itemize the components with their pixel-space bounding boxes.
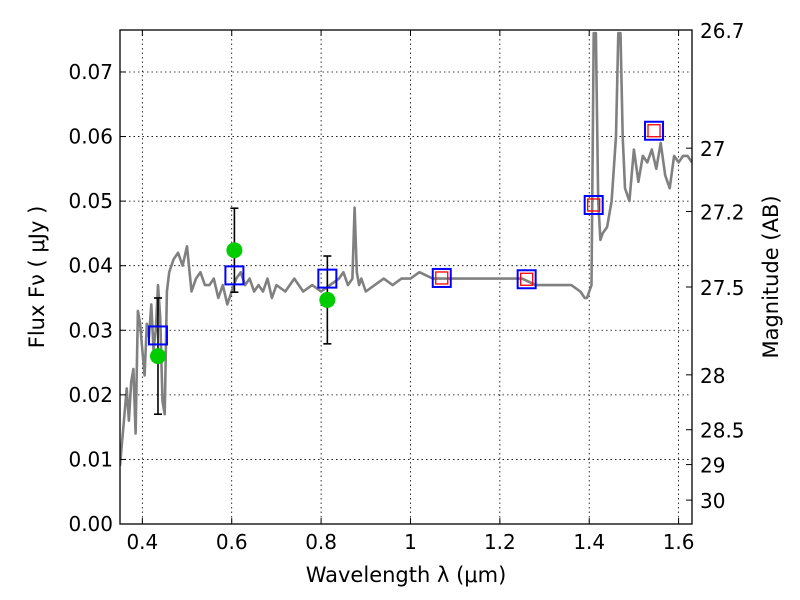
observed-point (226, 242, 243, 259)
right-tick-label: 29 (700, 454, 725, 478)
observed-point (319, 291, 336, 308)
plot-frame (119, 29, 693, 525)
x-tick-label: 0.6 (216, 530, 248, 554)
model-band-square (224, 265, 245, 286)
y-tick-label: 0.04 (68, 254, 113, 278)
y-tick-label: 0.05 (68, 189, 113, 213)
x-axis-label: Wavelength λ (μm) (306, 563, 507, 587)
model-band-square (583, 194, 604, 215)
model-band-square (516, 269, 537, 290)
model-band-square (317, 268, 338, 289)
x-tick-label: 1.2 (484, 530, 516, 554)
right-axis-label: Magnitude (AB) (759, 195, 783, 358)
model-band-square (644, 120, 665, 141)
spectrum-line (120, 31, 692, 467)
model-band-inner-square (520, 272, 534, 286)
plot-area (120, 31, 692, 467)
right-tick-label: 30 (700, 489, 725, 513)
y-tick-label: 0.01 (68, 447, 113, 471)
model-band-square (431, 267, 452, 288)
x-tick-label: 0.8 (305, 530, 337, 554)
y-axis-label: Flux Fν ( μJy ) (25, 206, 49, 349)
y-tick-label: 0.06 (68, 125, 113, 149)
axis-ticks: 0.4 0.6 0.8 1 1.2 1.4 1.6 0.00 0.01 0.02 0.03 0.04 0… (68, 19, 744, 554)
right-tick-label: 26.7 (700, 19, 745, 43)
x-tick-label: 1 (404, 530, 417, 554)
x-tick-label: 0.4 (126, 530, 158, 554)
y-tick-label: 0.00 (68, 512, 113, 536)
right-tick-label: 28 (700, 364, 725, 388)
model-band-inner-square (435, 271, 449, 285)
right-tick-label: 28.5 (700, 419, 745, 443)
grid-lines (120, 30, 692, 524)
y-tick-label: 0.07 (68, 60, 113, 84)
x-tick-label: 1.4 (573, 530, 605, 554)
y-tick-label: 0.02 (68, 383, 113, 407)
model-band-inner-square (587, 198, 601, 212)
model-band-square (147, 325, 168, 346)
right-tick-label: 27 (700, 137, 725, 161)
y-tick-label: 0.03 (68, 318, 113, 342)
x-tick-label: 1.6 (663, 530, 695, 554)
model-band-inner-square (647, 124, 661, 138)
observed-point (149, 348, 166, 365)
right-tick-label: 27.5 (700, 276, 745, 300)
right-tick-label: 27.2 (700, 200, 745, 224)
